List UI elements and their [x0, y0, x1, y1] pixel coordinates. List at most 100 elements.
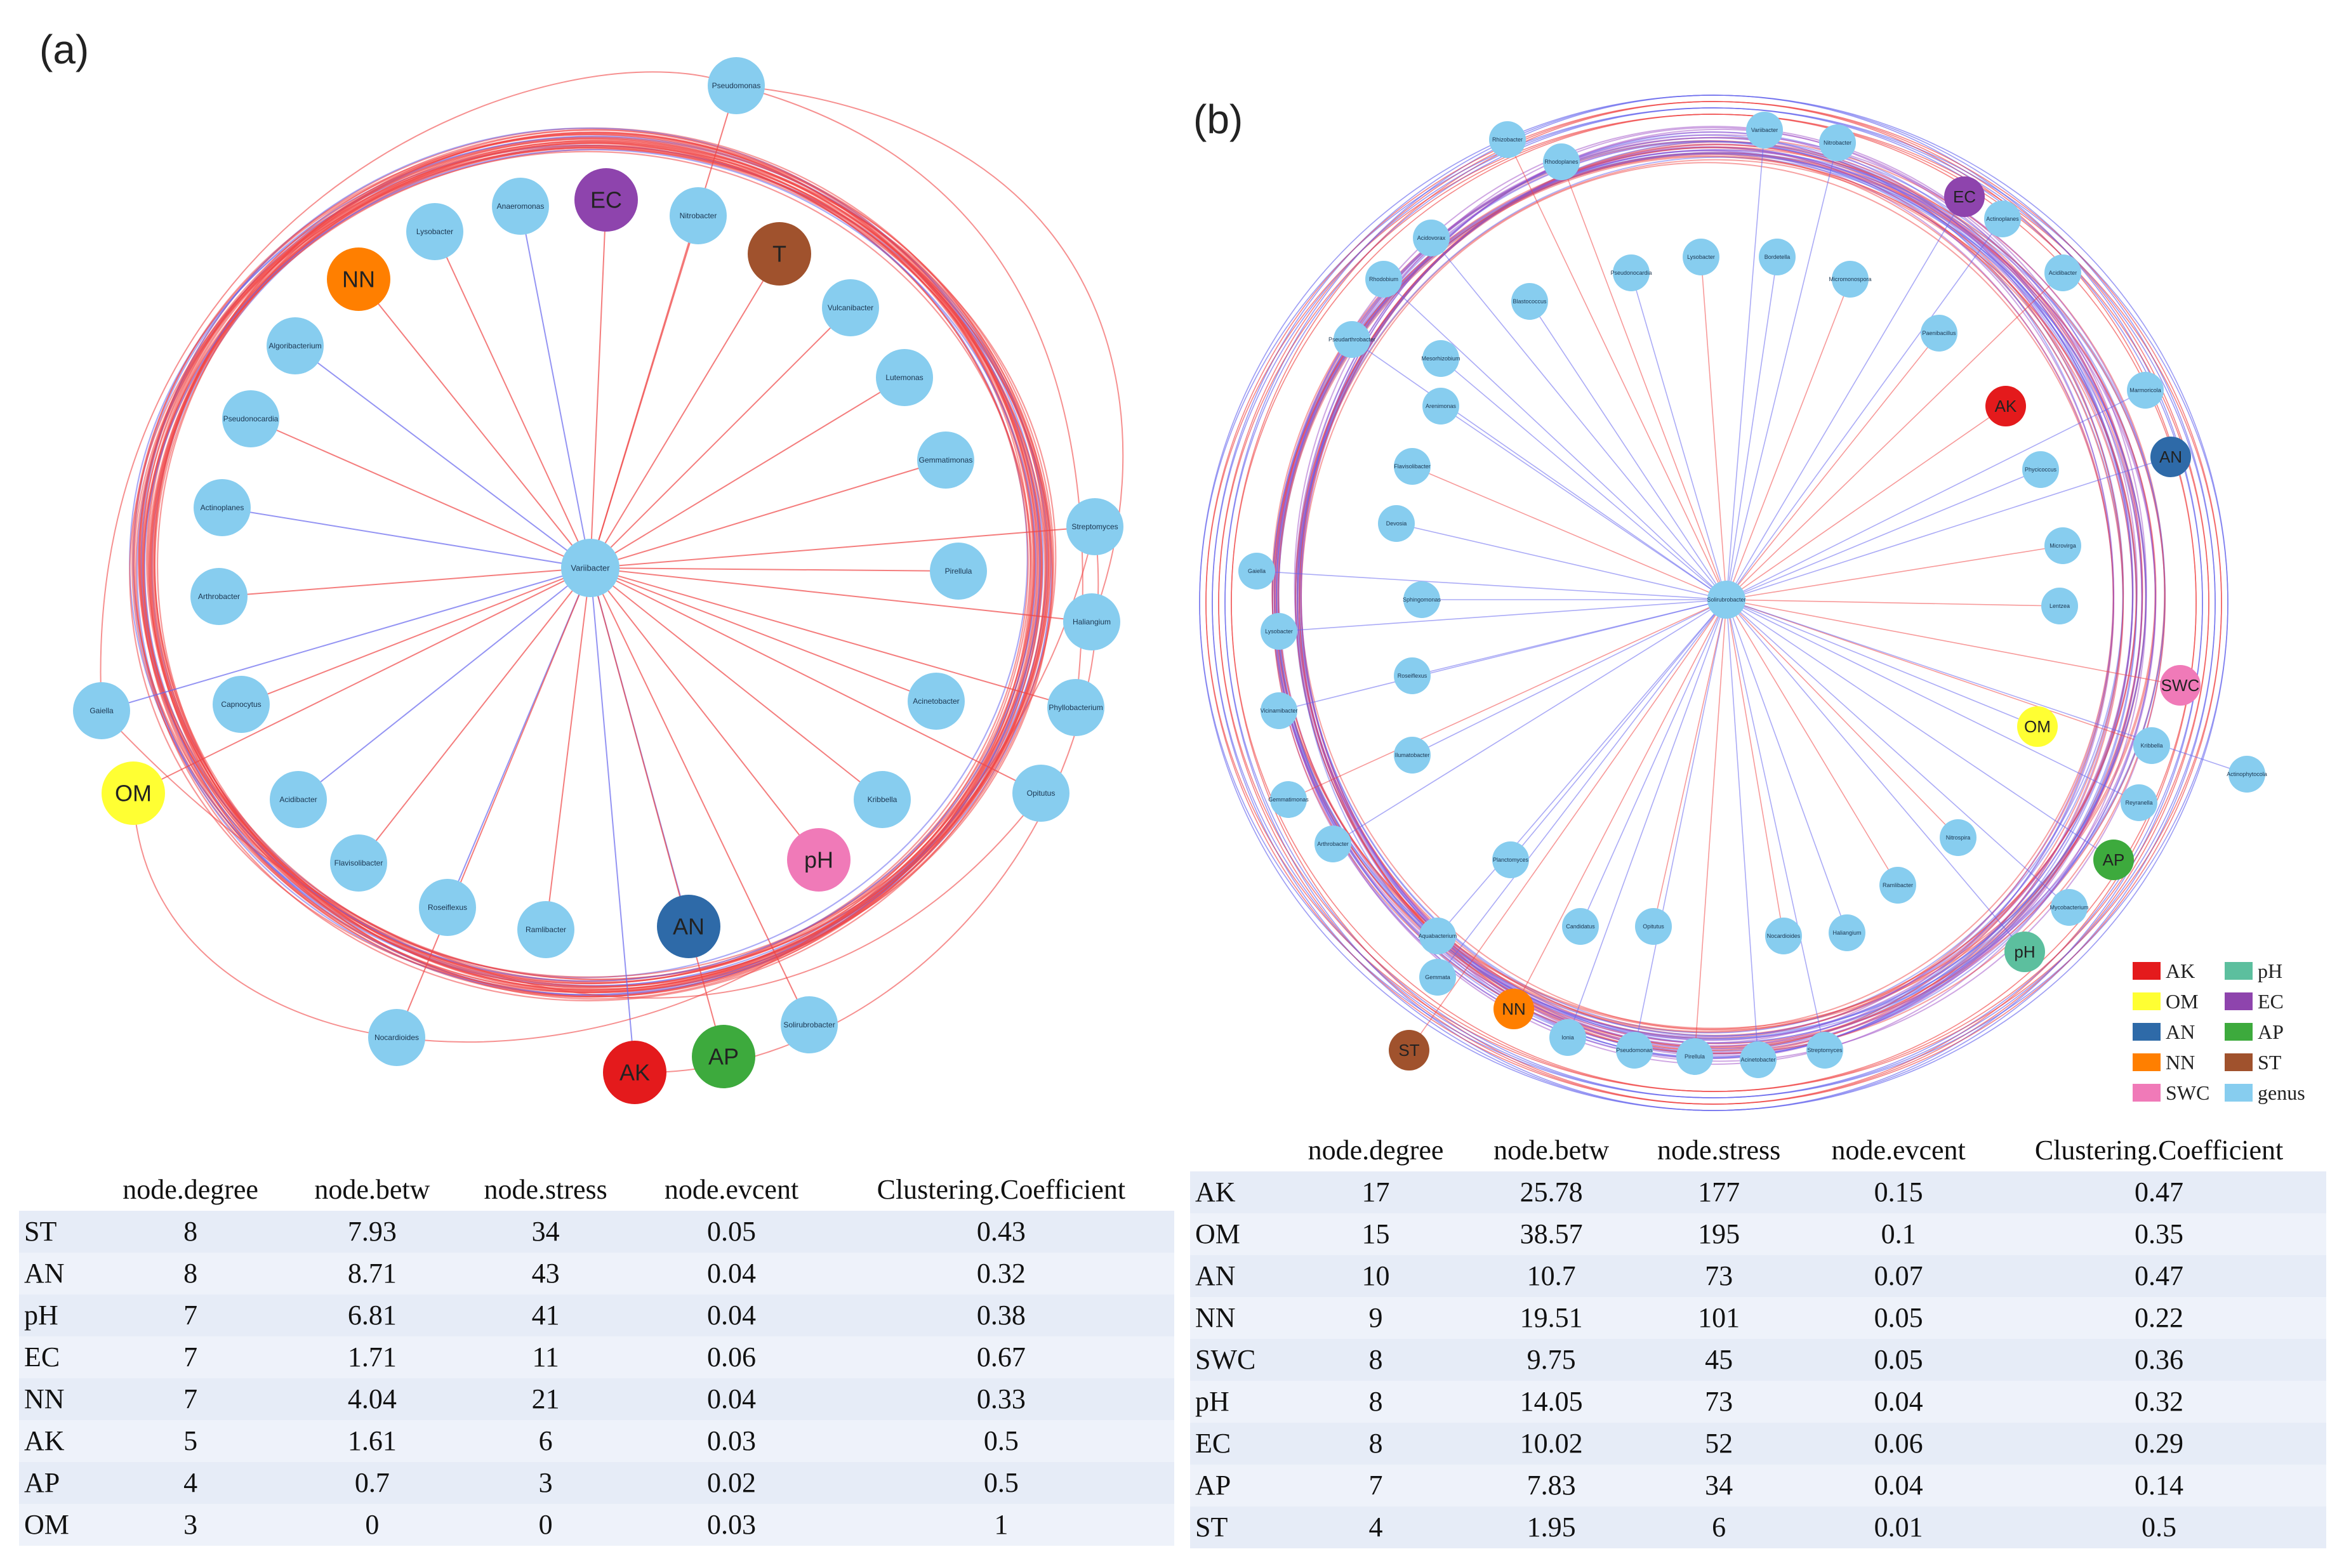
node-label-rhizobacter: Rhizobacter: [1492, 136, 1523, 143]
node-gemmata: [1419, 959, 1456, 996]
edge-spoke: [358, 567, 591, 864]
cell-clustering-coefficient: 0.5: [828, 1462, 1174, 1504]
node-label-ramlibacter: Ramlibacter: [1883, 882, 1913, 888]
table-row: ST 8 7.93 34 0.05 0.43: [19, 1211, 1174, 1253]
node-gaiella: [1238, 553, 1275, 590]
network-a: (a) Variibacter Pseudomonas EC Anaeromonas L…: [39, 27, 1124, 1104]
cell-node-betw: 1.61: [288, 1420, 456, 1462]
edge-spoke: [590, 567, 635, 1073]
cell-node-evcent: 0.15: [1805, 1171, 1992, 1213]
node-pseudonocardia: [1613, 254, 1650, 291]
node-kribbella: [854, 771, 911, 828]
table-row: EC 7 1.71 11 0.06 0.67: [19, 1336, 1174, 1378]
node-center-solirubrobacter: [1707, 581, 1745, 619]
node-lentzea: [2041, 588, 2078, 624]
node-ionia: [1549, 1019, 1586, 1056]
row-label: ST: [19, 1211, 93, 1253]
cell-node-betw: 6.81: [288, 1295, 456, 1336]
edge-spoke: [1529, 301, 1727, 600]
edge-ring: [136, 135, 1044, 996]
cell-node-evcent: 0.07: [1805, 1255, 1992, 1297]
node-label-pseudonocardia: Pseudonocardia: [223, 414, 279, 423]
node-label-flavisolibacter: Flavisolibacter: [334, 859, 383, 867]
edge-spoke: [1440, 405, 1727, 600]
metrics-table-a: node.degree node.betw node.stress node.evce…: [19, 1169, 1174, 1546]
column-header-node-stress: node.stress: [1632, 1130, 1806, 1171]
node-gemmatimonas: [1270, 781, 1307, 818]
node-label-an: AN: [673, 914, 705, 940]
node-label-streptomyces: Streptomyces: [1807, 1047, 1843, 1053]
cell-node-evcent: 0.02: [635, 1462, 828, 1504]
node-lysobacter: [406, 203, 463, 260]
node-label-acinetobacter: Acinetobacter: [913, 697, 959, 706]
table-row: AK 17 25.78 177 0.15 0.47: [1190, 1171, 2326, 1213]
panel-a-label: (a): [39, 27, 89, 72]
edge-spoke: [218, 567, 591, 597]
edge-ring: [1205, 101, 2222, 1105]
row-label: AP: [19, 1462, 93, 1504]
cell-node-degree: 7: [93, 1336, 288, 1378]
node-label-reyranella: Reyranella: [2125, 800, 2152, 806]
edge-spoke: [295, 345, 591, 569]
row-label: NN: [1190, 1297, 1281, 1339]
cell-node-betw: 25.78: [1470, 1171, 1633, 1213]
row-label: EC: [19, 1336, 93, 1378]
edge-ring: [1218, 101, 2209, 1105]
node-ramlibacter: [517, 901, 574, 958]
cell-node-evcent: 0.04: [1805, 1381, 1992, 1423]
edge-spoke: [1726, 599, 2114, 860]
edge-spoke: [1694, 599, 1727, 1057]
node-haliangium: [1063, 593, 1120, 650]
edge-arc: [736, 85, 1083, 708]
node-nocardioides: [1765, 918, 1802, 954]
edge-spoke: [590, 567, 724, 1057]
edge-spoke: [1726, 599, 2060, 607]
node-ak: [1985, 386, 2026, 426]
cell-node-degree: 8: [93, 1253, 288, 1295]
cell-clustering-coefficient: 0.33: [828, 1378, 1174, 1420]
node-gaiella: [73, 682, 130, 739]
node-nocardioides: [368, 1009, 425, 1066]
node-label-nocardioides: Nocardioides: [374, 1033, 419, 1042]
legend-swatch-genus: [2225, 1084, 2253, 1102]
node-label-pseudomonas: Pseudomonas: [1616, 1047, 1653, 1053]
node-an: [2150, 437, 2191, 477]
cell-node-betw: 1.95: [1470, 1506, 1633, 1548]
table-row: NN 7 4.04 21 0.04 0.33: [19, 1378, 1174, 1420]
node-arthrobacter: [1314, 826, 1351, 862]
legend-swatch-ec: [2225, 992, 2253, 1010]
edge-spoke: [590, 526, 1096, 569]
edge-spoke: [1726, 545, 2063, 600]
node-mesorhizobium: [1422, 340, 1459, 377]
edge-spoke: [1726, 256, 1778, 600]
edge-spoke: [1726, 599, 1848, 933]
cell-node-stress: 73: [1632, 1255, 1806, 1297]
node-label-rhodobium: Rhodobium: [1369, 276, 1398, 282]
node-pseudonocardia: [222, 390, 279, 447]
node-gemmatimonas: [917, 432, 974, 489]
cell-clustering-coefficient: 0.43: [828, 1211, 1174, 1253]
cell-node-evcent: 0.05: [635, 1211, 828, 1253]
legend-label-om: OM: [2166, 990, 2199, 1013]
node-ph: [2004, 932, 2045, 972]
edge-spoke: [590, 215, 699, 569]
node-label-flavisolibacter: Flavisolibacter: [1394, 463, 1431, 470]
edge-spoke: [1726, 142, 1838, 600]
edge-ring: [1218, 101, 2209, 1105]
cell-clustering-coefficient: 0.32: [828, 1253, 1174, 1295]
edge-spoke: [1653, 599, 1727, 927]
node-actinophytocola: [2228, 756, 2265, 793]
node-label-ramlibacter: Ramlibacter: [526, 925, 566, 934]
node-label-pirellula: Pirellula: [1685, 1053, 1705, 1060]
node-om: [102, 761, 165, 825]
row-label: NN: [19, 1378, 93, 1420]
table-row: pH 8 14.05 73 0.04 0.32: [1190, 1381, 2326, 1423]
edge-spoke: [1408, 599, 1727, 1051]
edge-spoke: [1726, 129, 1765, 600]
node-label-acinetobacter: Acinetobacter: [1740, 1057, 1775, 1063]
table-row: OM 3 0 0 0.03 1: [19, 1504, 1174, 1546]
legend-swatch-ak: [2133, 962, 2161, 980]
node-opitutus: [1012, 765, 1069, 822]
node-vicinamibacter: [1261, 692, 1297, 729]
edge-spoke: [590, 567, 937, 702]
